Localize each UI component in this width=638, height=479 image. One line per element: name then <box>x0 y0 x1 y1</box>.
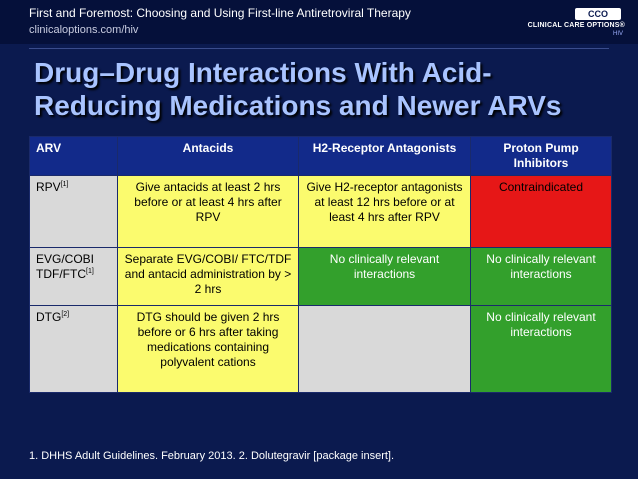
divider <box>29 48 609 49</box>
table-row: DTG[2] DTG should be given 2 hrs before … <box>29 305 612 393</box>
table-row: EVG/COBI TDF/FTC[1] Separate EVG/COBI/ F… <box>29 247 612 306</box>
presentation-title: First and Foremost: Choosing and Using F… <box>29 6 411 20</box>
ppi-cell: No clinically relevant interactions <box>470 305 612 393</box>
slide-title: Drug–Drug Interactions With Acid-Reducin… <box>34 57 562 121</box>
site-url: clinicaloptions.com/hiv <box>29 24 139 36</box>
antacids-cell: Separate EVG/COBI/ FTC/TDF and antacid a… <box>117 247 299 306</box>
antacids-cell: Give antacids at least 2 hrs before or a… <box>117 175 299 248</box>
clinical-care-options-logo: CCO CLINICAL CARE OPTIONS® HIV <box>525 8 625 40</box>
table-row: RPV[1] Give antacids at least 2 hrs befo… <box>29 175 612 248</box>
antacids-cell: DTG should be given 2 hrs before or 6 hr… <box>117 305 299 393</box>
ppi-cell: Contraindicated <box>470 175 612 248</box>
arv-cell: EVG/COBI TDF/FTC[1] <box>29 247 118 306</box>
footnote: 1. DHHS Adult Guidelines. February 2013.… <box>29 450 395 462</box>
logo-mark: CCO <box>575 8 621 20</box>
column-header-h2-receptor-antagonists: H2-Receptor Antagonists <box>298 136 471 176</box>
interactions-table: ARV Antacids H2-Receptor Antagonists Pro… <box>29 136 612 393</box>
logo-name: CLINICAL CARE OPTIONS® <box>527 22 625 29</box>
top-bar: First and Foremost: Choosing and Using F… <box>0 0 638 44</box>
h2-cell: Give H2-receptor antagonists at least 12… <box>298 175 471 248</box>
table-header-row: ARV Antacids H2-Receptor Antagonists Pro… <box>29 136 612 176</box>
h2-cell: No clinically relevant interactions <box>298 247 471 306</box>
arv-cell: RPV[1] <box>29 175 118 248</box>
column-header-proton-pump-inhibitors: Proton Pump Inhibitors <box>470 136 612 176</box>
h2-cell <box>298 305 471 393</box>
column-header-antacids: Antacids <box>117 136 299 176</box>
logo-subtitle: HIV <box>612 31 623 37</box>
arv-cell: DTG[2] <box>29 305 118 393</box>
ppi-cell: No clinically relevant interactions <box>470 247 612 306</box>
column-header-arv: ARV <box>29 136 118 176</box>
